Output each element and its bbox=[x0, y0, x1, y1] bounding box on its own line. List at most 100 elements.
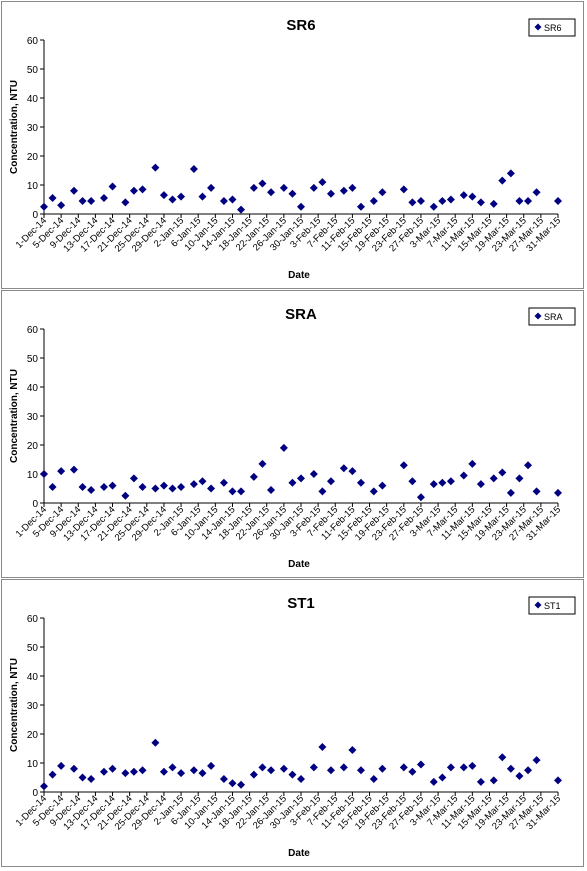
data-point bbox=[515, 196, 524, 205]
data-point bbox=[189, 165, 198, 174]
data-point bbox=[498, 468, 507, 477]
y-tick-label: 20 bbox=[27, 441, 39, 452]
data-point bbox=[429, 202, 438, 211]
data-point bbox=[159, 481, 168, 490]
data-point bbox=[339, 464, 348, 473]
legend: SR6 bbox=[528, 18, 576, 37]
data-point bbox=[429, 777, 438, 786]
data-point bbox=[506, 764, 515, 773]
data-point bbox=[57, 761, 66, 770]
y-tick-label: 10 bbox=[27, 470, 39, 481]
data-point bbox=[138, 185, 147, 194]
x-axis-label: Date bbox=[288, 559, 310, 570]
legend-marker bbox=[534, 23, 542, 31]
x-axis-label: Date bbox=[288, 270, 310, 281]
data-point bbox=[288, 478, 297, 487]
chart-svg-1: SR601020304050601-Dec-145-Dec-149-Dec-14… bbox=[9, 17, 576, 281]
data-point bbox=[108, 481, 117, 490]
data-point bbox=[318, 743, 327, 752]
data-point bbox=[309, 470, 318, 478]
y-tick-label: 20 bbox=[27, 730, 39, 741]
data-point bbox=[532, 487, 541, 496]
data-point bbox=[318, 178, 327, 187]
y-tick-label: 50 bbox=[27, 643, 39, 654]
data-point bbox=[468, 761, 477, 770]
data-point bbox=[348, 745, 357, 754]
chart-panel-1: SR6 0 10 20 30 40 50 60 1-Dec-14 5-Dec-14 9-Dec-14… bbox=[1, 1, 584, 289]
data-point bbox=[416, 196, 425, 205]
data-point bbox=[297, 474, 305, 483]
data-point bbox=[408, 767, 417, 776]
data-point bbox=[468, 192, 477, 201]
legend-label: SRA bbox=[544, 312, 563, 322]
data-point bbox=[198, 769, 207, 778]
data-point bbox=[459, 471, 468, 480]
data-point bbox=[228, 779, 237, 788]
data-point bbox=[369, 196, 378, 205]
data-point bbox=[249, 472, 258, 481]
data-point bbox=[57, 201, 66, 210]
legend-label: SR6 bbox=[544, 23, 562, 33]
data-point bbox=[198, 477, 207, 486]
chart-title: ST1 bbox=[287, 595, 315, 612]
data-point bbox=[78, 196, 87, 205]
y-tick-label: 30 bbox=[27, 123, 39, 134]
data-point bbox=[288, 189, 297, 198]
y-axis-label: Concentration, NTU bbox=[9, 658, 20, 752]
legend-box bbox=[528, 307, 576, 326]
data-point bbox=[369, 487, 378, 496]
data-point bbox=[267, 188, 276, 197]
data-point bbox=[198, 192, 207, 201]
y-tick-label: 10 bbox=[27, 759, 39, 770]
data-point bbox=[438, 773, 447, 782]
data-point bbox=[378, 188, 387, 197]
legend: SRA bbox=[528, 307, 576, 326]
data-point bbox=[399, 185, 408, 194]
data-point bbox=[48, 770, 57, 779]
x-axis-label: Date bbox=[288, 848, 310, 859]
y-tick-label: 0 bbox=[32, 210, 38, 221]
data-point bbox=[476, 198, 485, 207]
data-point bbox=[489, 776, 498, 785]
data-point bbox=[524, 461, 533, 470]
data-point bbox=[288, 770, 297, 779]
data-point bbox=[429, 480, 438, 489]
data-point bbox=[356, 478, 365, 487]
data-point bbox=[177, 483, 186, 492]
y-tick-label: 40 bbox=[27, 383, 39, 394]
data-point bbox=[399, 461, 408, 470]
data-point bbox=[356, 202, 365, 211]
data-point bbox=[258, 459, 267, 468]
data-point bbox=[318, 487, 327, 496]
data-point bbox=[48, 483, 57, 492]
data-point bbox=[326, 766, 335, 775]
data-point bbox=[121, 198, 130, 207]
data-point bbox=[40, 782, 48, 791]
data-point bbox=[219, 478, 228, 487]
data-point bbox=[258, 179, 267, 188]
data-point bbox=[237, 780, 246, 789]
data-point bbox=[438, 196, 447, 205]
data-point bbox=[168, 763, 177, 772]
data-point bbox=[219, 196, 228, 205]
data-point bbox=[459, 191, 468, 200]
data-point bbox=[506, 169, 515, 178]
data-point bbox=[476, 777, 485, 786]
data-point bbox=[498, 176, 507, 185]
data-point bbox=[532, 756, 541, 765]
data-point bbox=[279, 764, 288, 773]
data-point bbox=[416, 760, 425, 769]
chart-title: SR6 bbox=[286, 17, 315, 34]
data-point bbox=[69, 465, 78, 474]
chart-svg-2: SRA01020304050601-Dec-145-Dec-149-Dec-14… bbox=[9, 306, 576, 570]
data-point bbox=[399, 763, 408, 772]
y-tick-label: 10 bbox=[27, 181, 39, 192]
data-point bbox=[297, 774, 305, 783]
y-tick-label: 60 bbox=[27, 325, 39, 336]
data-point bbox=[279, 443, 288, 452]
data-point bbox=[532, 188, 541, 197]
data-point bbox=[348, 467, 357, 476]
data-point bbox=[326, 189, 335, 198]
data-point bbox=[515, 772, 524, 781]
chart-panel-2: SRA 0 10 20 30 40 50 60 1-Dec-14 5-Dec-14 9-Dec-14… bbox=[1, 290, 584, 578]
